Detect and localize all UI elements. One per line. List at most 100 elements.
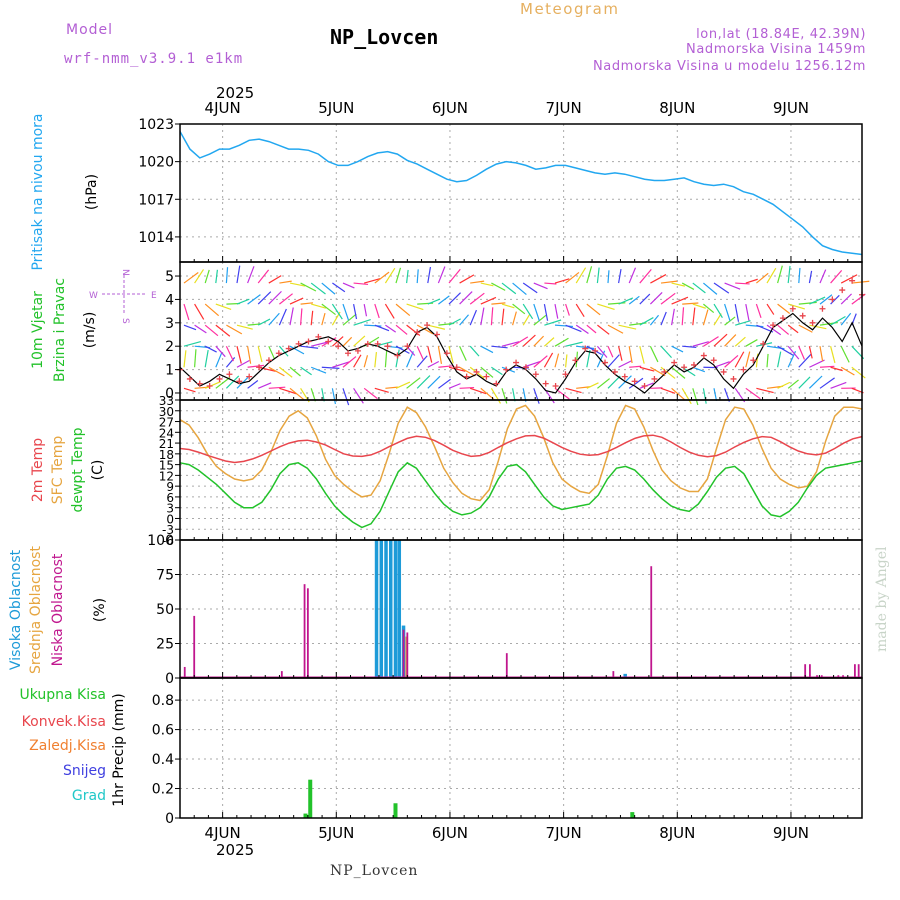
wind-arrow: [289, 345, 305, 355]
wind-arrow: [544, 319, 562, 326]
wind-arrow: [512, 336, 529, 347]
wind-arrow: [618, 269, 622, 284]
wind-arrow: [745, 339, 758, 347]
wind-arrow: [840, 274, 858, 284]
wind-arrow: [374, 352, 378, 368]
wind-arrow: [491, 345, 508, 349]
wind-arrow: [183, 387, 196, 393]
wind-arrow: [745, 278, 758, 284]
wind-arrow: [300, 302, 314, 305]
wind-arrow: [300, 366, 312, 376]
wind-arrow: [671, 345, 684, 353]
wind-arrow: [724, 303, 731, 322]
y-tick-label: 75: [156, 568, 174, 584]
wind-arrow: [310, 366, 327, 374]
wind-obs-marker: [641, 382, 648, 389]
temp2m-line: [179, 434, 863, 464]
wind-arrow: [459, 291, 473, 305]
y-tick-label: -6: [162, 534, 174, 548]
wind-obs-marker: [473, 368, 480, 375]
wind-unit: (m/s): [82, 312, 98, 349]
cloud-bar: [389, 540, 393, 678]
wind-arrow: [321, 388, 325, 402]
wind-arrow: [183, 341, 201, 347]
wind-arrow: [395, 345, 410, 354]
wind-obs-marker: [186, 375, 193, 382]
y-tick-label: 1014: [138, 230, 174, 246]
wind-arrow: [204, 269, 210, 284]
wind-arrow: [384, 303, 395, 319]
wind-arrow: [279, 366, 293, 378]
wind-arrow: [703, 303, 715, 314]
panel-frame: [179, 123, 863, 263]
wind-arrow: [342, 356, 357, 368]
wind-arrow: [268, 275, 282, 284]
wind-obs-marker: [236, 378, 243, 385]
wind-arrow: [257, 318, 271, 326]
wind-arrow: [798, 376, 811, 389]
wind-arrow: [586, 266, 593, 284]
wind-arrow: [501, 303, 515, 309]
wind-obs-marker: [335, 343, 342, 350]
wind-arrow: [512, 311, 517, 326]
compass-w: W: [89, 291, 98, 301]
wind-arrow: [565, 324, 582, 333]
wind-arrow: [501, 388, 508, 404]
wind-obs-marker: [799, 312, 806, 319]
wind-arrow: [278, 345, 289, 357]
wind-arrow: [332, 361, 350, 368]
year-top: 2025: [216, 84, 254, 102]
wind-arrow: [724, 334, 737, 347]
cloud-bar: [183, 666, 186, 678]
wind-arrow: [353, 303, 358, 320]
legend-conv-rain: Konvek.Kisa: [22, 714, 106, 730]
cloud-bar: [374, 540, 379, 678]
wind-obs-marker: [246, 373, 253, 380]
wind-arrow: [289, 282, 306, 287]
wind-arrow: [618, 324, 637, 330]
precip-bar: [303, 813, 308, 818]
wind-arrow: [533, 282, 548, 290]
wind-arrow: [681, 307, 685, 326]
wind-obs-marker: [602, 359, 609, 366]
compass-n: N: [120, 269, 130, 276]
wind-arrow: [374, 387, 389, 393]
cloud-bar: [623, 673, 627, 678]
wind-arrow: [671, 366, 686, 379]
wind-arrow: [819, 269, 827, 284]
wind-obs-marker: [325, 338, 332, 345]
wind-arrow: [258, 366, 276, 372]
x-tick-label-bottom: 5JUN: [318, 824, 354, 842]
wind-arrow: [300, 308, 303, 326]
station-title: NP_Lovcen: [330, 25, 438, 49]
wind-obs-marker: [256, 364, 263, 371]
wind-arrow: [522, 313, 531, 326]
wind-arrow: [840, 345, 850, 363]
wind-arrow: [798, 345, 806, 360]
wind-arrow: [427, 360, 440, 368]
cloud-bar: [402, 629, 405, 678]
x-tick-label-top: 7JUN: [546, 99, 582, 117]
wind-arrow: [204, 380, 222, 389]
wind-arrow: [830, 346, 836, 364]
wind-arrow: [713, 282, 730, 294]
y-tick-label: 27: [159, 416, 174, 430]
wind-obs-marker: [354, 347, 361, 354]
cloud-bar: [650, 566, 653, 678]
wind-arrow: [586, 349, 591, 368]
wind-arrow: [735, 320, 751, 326]
wind-obs-marker: [424, 322, 431, 329]
wind-arrow: [257, 346, 263, 363]
cloud-bar: [857, 664, 860, 678]
wind-arrow: [512, 282, 527, 296]
cloud-bar: [306, 588, 309, 678]
coordinates: lon,lat (18.84E, 42.39N): [696, 27, 866, 42]
wind-arrow: [332, 282, 346, 293]
y-tick-label: -3: [162, 523, 174, 537]
wind-arrow: [681, 388, 692, 405]
wind-arrow: [692, 341, 709, 347]
pressure-ylabel: Pritisak na nivou mora: [30, 113, 46, 270]
wind-obs-marker: [196, 380, 203, 387]
wind-arrow: [660, 387, 676, 394]
year-bottom: 2025: [216, 841, 254, 859]
